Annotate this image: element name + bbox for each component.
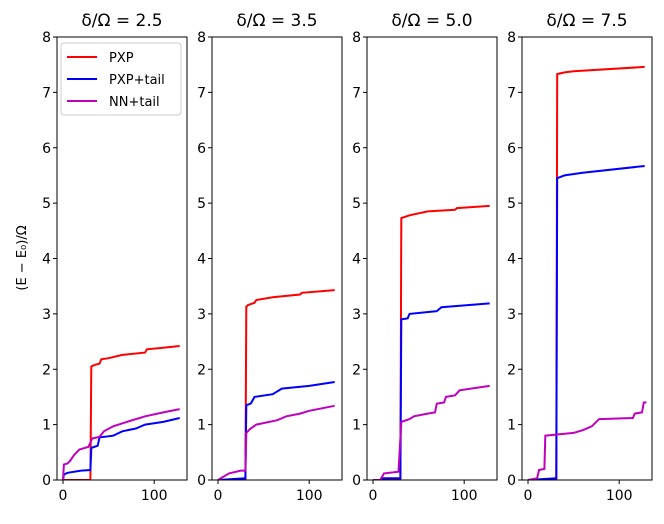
y-tick-label: 7 (42, 85, 51, 101)
y-tick-label: 0 (197, 473, 206, 489)
y-tick-label: 2 (352, 362, 361, 378)
y-tick-label: 2 (42, 362, 51, 378)
legend-box (60, 42, 182, 116)
x-tick-label: 0 (214, 488, 223, 504)
y-tick-label: 3 (197, 307, 206, 323)
series-line-series-1 (373, 204, 490, 480)
x-tick-label: 100 (451, 488, 478, 504)
y-tick-label: 1 (507, 418, 516, 434)
subplot-2: 0 1 2 3 4 5 6 7 8 0 100 δ/Ω = 3.5 (197, 11, 343, 504)
legend-label: NN+tail (109, 95, 160, 110)
y-tick-label: 0 (42, 473, 51, 489)
x-tick-label: 100 (296, 488, 323, 504)
series-line-series-3 (373, 384, 490, 480)
y-tick-label: 6 (352, 141, 361, 157)
y-tick-label: 5 (507, 196, 516, 212)
y-tick-label: 1 (352, 418, 361, 434)
subplot-4: 0 1 2 3 4 5 6 7 8 0 100 δ/Ω = 7.5 (507, 11, 653, 504)
series-line-series-2 (527, 165, 645, 480)
series-line-series-3 (217, 404, 335, 480)
x-tick-label: 100 (606, 488, 633, 504)
legend-label: PXP (109, 51, 134, 66)
y-tick-label: 2 (507, 362, 516, 378)
y-tick-label: 1 (197, 418, 206, 434)
y-tick-label: 7 (352, 85, 361, 101)
subplot-title: δ/Ω = 5.0 (391, 11, 472, 31)
x-tick-label: 0 (369, 488, 378, 504)
y-tick-label: 8 (352, 30, 361, 46)
y-tick-label: 6 (197, 141, 206, 157)
y-tick-label: 4 (42, 252, 51, 268)
y-tick-label: 8 (197, 30, 206, 46)
y-tick-label: 7 (507, 85, 516, 101)
y-tick-label: 3 (42, 307, 51, 323)
series-line-pxp-tail (62, 417, 180, 480)
axes-frame (211, 36, 343, 481)
legend-label: PXP+tail (109, 73, 165, 88)
subplot-title: δ/Ω = 3.5 (236, 11, 317, 31)
y-tick-label: 5 (352, 196, 361, 212)
y-tick-label: 8 (507, 30, 516, 46)
y-axis-label: (E − E₀)/Ω (15, 225, 30, 290)
y-tick-label: 5 (42, 196, 51, 212)
y-tick-label: 7 (197, 85, 206, 101)
series-line-series-3 (527, 401, 647, 480)
subplot-3: 0 1 2 3 4 5 6 7 8 0 100 δ/Ω = 5.0 (352, 11, 498, 504)
y-tick-label: 8 (42, 30, 51, 46)
y-tick-label: 6 (42, 141, 51, 157)
y-tick-label: 3 (507, 307, 516, 323)
y-tick-label: 1 (42, 418, 51, 434)
x-tick-label: 100 (141, 488, 168, 504)
y-tick-label: 4 (352, 252, 361, 268)
subplot-title: δ/Ω = 7.5 (546, 11, 627, 31)
y-tick-label: 2 (197, 362, 206, 378)
subplot-1: 0 1 2 3 4 5 6 7 8 0 100 δ/Ω = 2.5 PXP PXP+tail NN+tail (42, 11, 188, 504)
y-tick-label: 5 (197, 196, 206, 212)
series-line-series-2 (373, 302, 490, 480)
x-tick-label: 0 (59, 488, 68, 504)
y-tick-label: 3 (352, 307, 361, 323)
legend: PXP PXP+tail NN+tail (60, 42, 182, 116)
series-line-pxp (63, 345, 180, 480)
series-line-series-1 (528, 65, 645, 480)
y-tick-label: 0 (352, 473, 361, 489)
y-tick-label: 4 (507, 252, 516, 268)
y-tick-label: 6 (507, 141, 516, 157)
series-line-series-1 (218, 289, 335, 480)
axes-frame (521, 36, 653, 481)
y-tick-label: 4 (197, 252, 206, 268)
subplot-title: δ/Ω = 2.5 (81, 11, 162, 31)
series-line-nn-tail (62, 408, 180, 480)
y-tick-label: 0 (507, 473, 516, 489)
series-line-series-2 (217, 381, 335, 480)
x-tick-label: 0 (524, 488, 533, 504)
